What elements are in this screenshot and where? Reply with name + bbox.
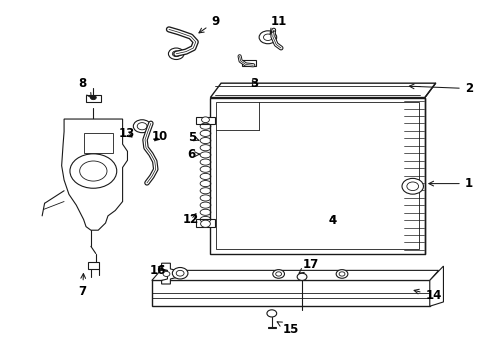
Circle shape: [133, 120, 151, 133]
Circle shape: [172, 51, 180, 57]
Circle shape: [259, 31, 276, 44]
Text: 13: 13: [118, 127, 134, 140]
Text: 2: 2: [408, 82, 472, 95]
Bar: [195, 117, 215, 125]
Circle shape: [275, 272, 281, 276]
Text: 14: 14: [413, 289, 441, 302]
Circle shape: [272, 270, 284, 278]
Circle shape: [401, 179, 423, 194]
Bar: [86, 95, 101, 102]
Circle shape: [297, 273, 306, 280]
Text: 15: 15: [277, 322, 299, 336]
Circle shape: [168, 48, 183, 59]
Text: 5: 5: [187, 131, 199, 144]
Circle shape: [70, 154, 117, 188]
Text: 11: 11: [269, 15, 286, 33]
Bar: [88, 262, 99, 269]
Bar: [216, 102, 418, 249]
Circle shape: [263, 34, 272, 41]
Circle shape: [200, 220, 210, 227]
Text: 12: 12: [183, 213, 199, 226]
Text: 9: 9: [199, 15, 219, 33]
Circle shape: [176, 270, 183, 276]
Circle shape: [137, 123, 147, 130]
Circle shape: [266, 310, 276, 317]
Polygon shape: [429, 266, 443, 306]
Polygon shape: [152, 280, 429, 306]
Circle shape: [80, 161, 107, 181]
Bar: [242, 59, 255, 66]
Circle shape: [201, 117, 209, 123]
Text: 3: 3: [250, 77, 258, 90]
Polygon shape: [152, 270, 438, 280]
Text: 8: 8: [79, 77, 91, 98]
Text: 7: 7: [79, 274, 86, 298]
Circle shape: [163, 271, 169, 276]
Text: 16: 16: [149, 264, 165, 277]
Bar: [83, 134, 113, 153]
Circle shape: [338, 272, 344, 276]
Circle shape: [335, 270, 347, 278]
Circle shape: [406, 182, 418, 190]
Bar: [195, 220, 215, 227]
Text: 17: 17: [299, 258, 318, 273]
Text: 4: 4: [327, 214, 336, 227]
Text: 1: 1: [428, 177, 472, 190]
Text: 6: 6: [187, 148, 199, 161]
Circle shape: [90, 95, 96, 100]
Text: 10: 10: [151, 130, 167, 143]
Polygon shape: [210, 83, 435, 98]
Polygon shape: [61, 119, 127, 230]
Polygon shape: [161, 263, 176, 284]
Circle shape: [172, 267, 187, 279]
Bar: [210, 98, 424, 253]
